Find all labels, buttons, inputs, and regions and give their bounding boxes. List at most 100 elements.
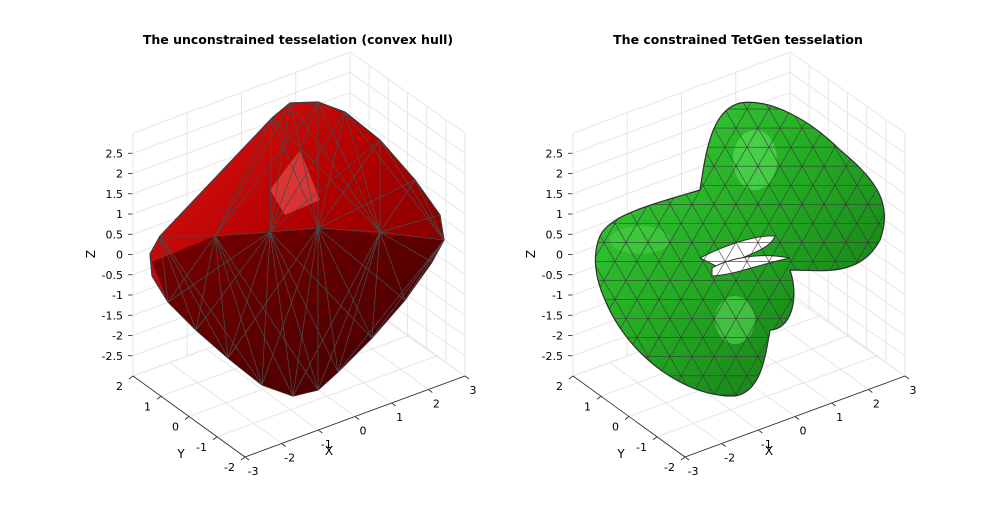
mesh-edge [582,128,593,147]
mesh-edge [834,223,847,243]
hull-mesh [159,102,444,396]
mesh-edge [746,394,759,397]
mesh-edge [878,299,885,319]
z-tick-label: 0.5 [106,228,124,241]
mesh-edge [582,338,593,357]
mesh-edge [269,102,291,233]
tube-highlight [610,226,670,254]
mesh-edge [713,185,726,205]
mesh-edge [724,223,737,243]
mesh-edge [901,281,912,300]
mesh-edge [571,109,582,128]
mesh-edge [713,318,726,338]
mesh-edge [901,166,912,185]
mesh-edge [658,242,671,262]
mesh-edge [823,242,836,262]
mesh-edge [669,108,682,129]
mesh-edge [757,166,770,186]
mesh-edge [614,127,627,148]
mesh-edge [595,102,605,110]
mesh-edge [625,280,638,300]
mesh-edge [658,337,671,357]
z-tick-label: 0 [116,249,123,262]
mesh-edge [912,395,923,414]
mesh-edge [691,394,704,397]
mesh-edge [790,299,803,319]
mesh-edge [757,242,770,262]
x-tick-label: -1 [761,438,772,451]
mesh-edge [901,204,912,223]
y-tick-mark [156,395,162,400]
mesh-edge [595,147,605,167]
mesh-edge [371,231,381,339]
mesh-edge [912,204,923,223]
mesh-edge [735,299,748,319]
mesh-edge [746,127,759,148]
hull-shadow-face [152,228,444,396]
mesh-edge [746,204,759,224]
mesh-edge [768,127,781,148]
mesh-edge [713,204,726,224]
mesh-edge [768,204,781,224]
mesh-edge [269,139,381,233]
mesh-edge [582,242,593,261]
x-axis-line [244,375,466,458]
y-tick-mark [240,456,246,461]
mesh-edge [890,281,901,300]
mesh-edge [337,231,381,373]
mesh-edge [636,337,649,357]
mesh-edge [636,108,649,129]
mesh-edge [867,204,880,224]
mesh-edge [890,185,901,204]
mesh-edge [691,299,704,319]
mesh-edge [603,280,616,300]
mesh-edge [713,375,726,395]
mesh-edge [195,231,271,331]
mesh-edge [691,261,704,281]
mesh-edge [746,299,759,319]
mesh-edge [691,356,704,376]
mesh-edge [901,300,912,319]
mesh-edge [636,223,649,243]
x-tick-label: 2 [873,398,880,411]
mesh-edge [582,357,593,376]
mesh-edge [379,179,416,233]
mesh-edge [614,261,627,281]
mesh-edge [724,147,737,167]
y-tick-label: 0 [612,421,619,434]
mesh-edge [167,231,271,303]
mesh-edge [647,223,660,243]
mesh-edge [658,147,671,167]
mesh-edge [560,109,571,128]
y-tick-mark [212,436,218,441]
mesh-edge [702,261,715,281]
mesh-edge [269,231,319,391]
mesh-edge [702,185,715,205]
mesh-edge [625,102,638,110]
z-tick-label: 2 [556,168,563,181]
mesh-edge [680,261,693,281]
mesh-edge [812,280,825,300]
mesh-edge [658,204,671,224]
mesh-edge [735,337,748,357]
mesh-edge [856,394,869,397]
mesh-edge [603,166,616,186]
mesh-edge [724,185,737,205]
mesh-edge [292,231,381,396]
mesh-edge [669,337,682,357]
mesh-edge [317,111,346,229]
x-tick-mark [354,416,360,420]
mesh-edge [713,127,726,148]
mesh-edge [867,261,880,281]
mesh-edge [801,394,814,397]
mesh-edge [603,223,616,243]
x-tick-label: 1 [396,411,403,424]
mesh-edge [768,261,781,281]
mesh-edge [269,231,339,373]
x-tick-mark [904,375,910,380]
mesh-edge [735,261,748,281]
z-tick-label: -2.5 [542,350,563,363]
mesh-edge [724,337,737,357]
mesh-edge [595,337,605,357]
mesh-edge [713,166,726,186]
